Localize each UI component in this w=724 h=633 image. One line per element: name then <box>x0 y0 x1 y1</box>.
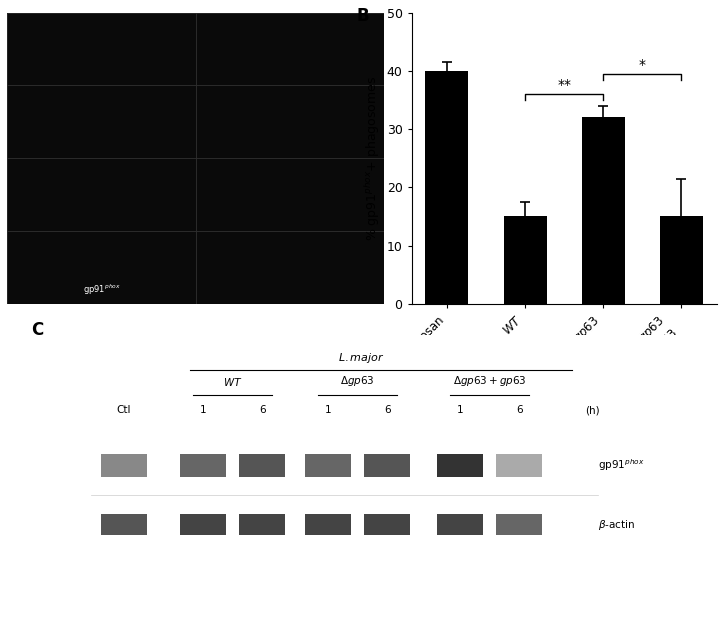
Text: 1: 1 <box>200 405 206 415</box>
Text: $\beta$-actin: $\beta$-actin <box>598 518 636 532</box>
Bar <box>437 454 483 477</box>
Bar <box>7 231 195 304</box>
Text: Ctl: Ctl <box>117 405 131 415</box>
Bar <box>7 85 195 158</box>
Text: gp91$^{phox}$: gp91$^{phox}$ <box>83 282 120 296</box>
Text: *: * <box>639 58 646 72</box>
Bar <box>239 515 285 535</box>
Bar <box>437 515 483 535</box>
Bar <box>660 216 703 304</box>
Text: 6: 6 <box>259 405 266 415</box>
Text: B: B <box>357 7 369 25</box>
Bar <box>504 216 547 304</box>
Text: 6: 6 <box>384 405 391 415</box>
Bar <box>364 515 411 535</box>
Bar <box>101 515 147 535</box>
Text: 6: 6 <box>515 405 523 415</box>
Bar <box>101 454 147 477</box>
Bar <box>195 85 384 158</box>
Bar <box>496 454 542 477</box>
Text: 1: 1 <box>325 405 332 415</box>
Text: **: ** <box>557 78 571 92</box>
Text: (h): (h) <box>585 405 599 415</box>
Bar <box>7 13 195 85</box>
Bar <box>239 454 285 477</box>
Text: WT: WT <box>224 378 241 388</box>
Bar <box>305 454 351 477</box>
Bar <box>305 515 351 535</box>
Text: $L. major$: $L. major$ <box>337 351 384 365</box>
Y-axis label: % gp91$^{phox}$+ phagosomes: % gp91$^{phox}$+ phagosomes <box>363 75 382 241</box>
Bar <box>180 515 226 535</box>
Text: C: C <box>32 322 44 339</box>
Text: $\Delta gp63+gp63$: $\Delta gp63+gp63$ <box>452 374 526 388</box>
Bar <box>7 158 195 231</box>
Bar <box>496 515 542 535</box>
Bar <box>364 454 411 477</box>
Text: $\Delta gp63$: $\Delta gp63$ <box>340 374 375 388</box>
Text: gp91$^{phox}$: gp91$^{phox}$ <box>598 458 644 473</box>
Bar <box>195 13 384 85</box>
Bar <box>195 158 384 231</box>
Bar <box>195 231 384 304</box>
Bar <box>582 118 625 304</box>
Bar <box>180 454 226 477</box>
Bar <box>426 71 468 304</box>
Text: 1: 1 <box>457 405 463 415</box>
